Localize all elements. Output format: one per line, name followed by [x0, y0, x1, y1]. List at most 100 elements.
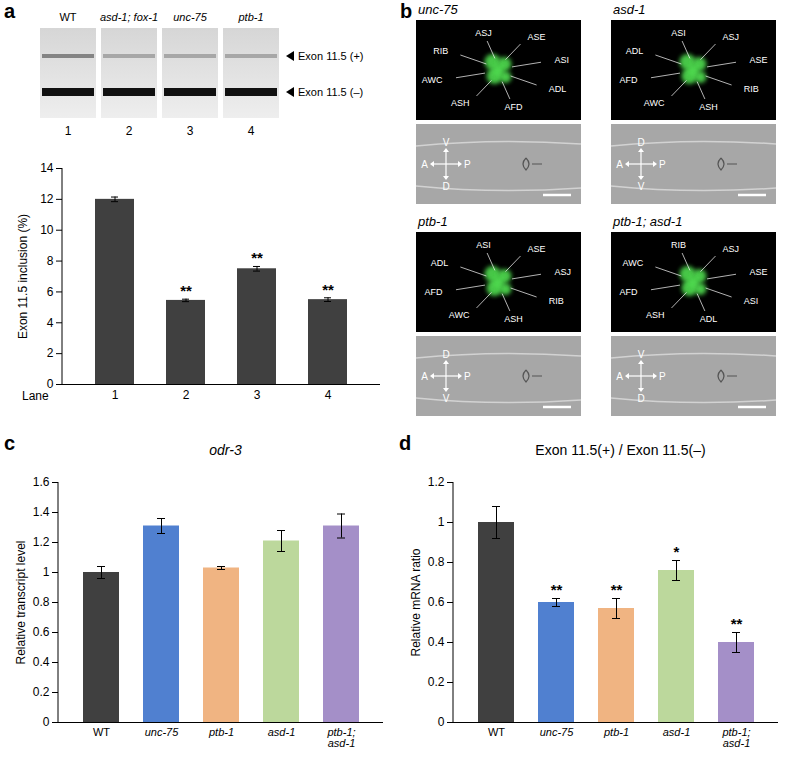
svg-text:Exon 11.5 inclusion (%): Exon 11.5 inclusion (%)	[16, 214, 30, 339]
svg-text:AWC: AWC	[449, 310, 470, 320]
svg-text:unc-75: unc-75	[540, 726, 575, 738]
svg-text:ASJ: ASJ	[475, 28, 492, 38]
svg-text:1.6: 1.6	[33, 475, 50, 489]
svg-text:3: 3	[254, 388, 261, 402]
svg-text:A: A	[616, 159, 623, 170]
svg-text:asd-1; fox-1: asd-1; fox-1	[100, 11, 158, 23]
svg-text:RIB: RIB	[744, 84, 759, 94]
svg-text:A: A	[421, 371, 428, 382]
svg-text:1.2: 1.2	[428, 475, 445, 489]
svg-text:**: **	[551, 581, 563, 598]
svg-text:1: 1	[438, 515, 445, 529]
svg-text:0.2: 0.2	[33, 685, 50, 699]
svg-text:0.2: 0.2	[428, 675, 445, 689]
svg-text:ADL: ADL	[431, 258, 449, 268]
svg-text:1: 1	[65, 124, 72, 138]
svg-text:P: P	[464, 159, 471, 170]
svg-text:asd-1: asd-1	[268, 726, 296, 738]
svg-text:AWC: AWC	[644, 98, 665, 108]
svg-text:Relative transcript level: Relative transcript level	[14, 540, 28, 664]
svg-text:ASJ: ASJ	[723, 32, 740, 42]
svg-text:V: V	[443, 393, 450, 404]
svg-text:ADL: ADL	[549, 84, 567, 94]
svg-text:AFD: AFD	[505, 102, 524, 112]
svg-text:P: P	[464, 371, 471, 382]
svg-text:WT: WT	[488, 726, 505, 738]
svg-text:Exon 11.5 (–): Exon 11.5 (–)	[298, 86, 363, 98]
svg-text:ptb-1; asd-1: ptb-1; asd-1	[612, 214, 682, 229]
svg-text:ASE: ASE	[750, 55, 768, 65]
svg-text:2: 2	[183, 388, 190, 402]
svg-text:4: 4	[47, 316, 54, 330]
svg-text:V: V	[443, 137, 450, 148]
svg-text:ASE: ASE	[750, 267, 768, 277]
svg-text:ptb-1: ptb-1	[237, 11, 263, 23]
svg-text:2: 2	[126, 124, 133, 138]
svg-text:1: 1	[112, 388, 119, 402]
svg-text:AWC: AWC	[623, 258, 644, 268]
svg-text:asd-1: asd-1	[663, 726, 691, 738]
svg-text:Relative mRNA ratio: Relative mRNA ratio	[409, 548, 423, 656]
svg-text:Exon 11.5 (+): Exon 11.5 (+)	[298, 50, 364, 62]
svg-text:ASI: ASI	[744, 296, 759, 306]
svg-text:V: V	[638, 181, 645, 192]
svg-text:AFD: AFD	[619, 287, 638, 297]
svg-text:ASH: ASH	[699, 102, 718, 112]
svg-text:D: D	[442, 181, 449, 192]
svg-text:0.6: 0.6	[33, 625, 50, 639]
svg-text:A: A	[616, 371, 623, 382]
svg-text:D: D	[442, 349, 449, 360]
svg-text:ASJ: ASJ	[555, 267, 572, 277]
svg-text:1: 1	[43, 565, 50, 579]
svg-text:**: **	[611, 581, 623, 598]
svg-text:0.8: 0.8	[33, 595, 50, 609]
svg-text:ptb-1;asd-1: ptb-1;asd-1	[326, 726, 355, 749]
svg-text:ADL: ADL	[700, 314, 718, 324]
svg-text:D: D	[637, 393, 644, 404]
svg-text:RIB: RIB	[433, 46, 448, 56]
svg-text:ptb-1;asd-1: ptb-1;asd-1	[721, 726, 750, 749]
svg-text:0.4: 0.4	[428, 635, 445, 649]
svg-text:**: **	[251, 249, 263, 266]
svg-text:1.4: 1.4	[33, 505, 50, 519]
svg-text:1.2: 1.2	[33, 535, 50, 549]
svg-text:0.6: 0.6	[428, 595, 445, 609]
svg-text:AWC: AWC	[422, 75, 443, 85]
svg-text:**: **	[322, 281, 334, 298]
svg-text:ASJ: ASJ	[723, 244, 740, 254]
svg-text:*: *	[674, 543, 680, 560]
svg-text:unc-75: unc-75	[418, 2, 459, 17]
svg-text:ASH: ASH	[504, 314, 523, 324]
svg-text:RIB: RIB	[671, 240, 686, 250]
svg-text:0.8: 0.8	[428, 555, 445, 569]
svg-text:WT: WT	[59, 11, 76, 23]
svg-text:unc-75: unc-75	[173, 11, 208, 23]
svg-text:0: 0	[43, 715, 50, 729]
svg-text:A: A	[421, 159, 428, 170]
svg-text:V: V	[638, 349, 645, 360]
svg-text:D: D	[637, 137, 644, 148]
svg-text:14: 14	[40, 161, 54, 175]
svg-text:**: **	[180, 282, 192, 299]
svg-text:8: 8	[47, 254, 54, 268]
svg-text:ASH: ASH	[451, 98, 470, 108]
svg-text:ASI: ASI	[476, 240, 491, 250]
svg-text:0: 0	[438, 715, 445, 729]
svg-text:P: P	[659, 371, 666, 382]
svg-text:ASE: ASE	[528, 32, 546, 42]
svg-text:AFD: AFD	[424, 287, 443, 297]
svg-text:ptb-1: ptb-1	[417, 214, 448, 229]
svg-text:12: 12	[40, 192, 54, 206]
svg-text:ASH: ASH	[646, 310, 665, 320]
svg-text:2: 2	[47, 346, 54, 360]
svg-text:asd-1: asd-1	[613, 2, 646, 17]
svg-text:0.4: 0.4	[33, 655, 50, 669]
svg-text:4: 4	[248, 124, 255, 138]
svg-text:6: 6	[47, 285, 54, 299]
svg-text:ASI: ASI	[671, 28, 686, 38]
svg-text:3: 3	[187, 124, 194, 138]
svg-text:ptb-1: ptb-1	[603, 726, 629, 738]
svg-text:WT: WT	[93, 726, 110, 738]
svg-text:ASI: ASI	[555, 55, 570, 65]
svg-text:unc-75: unc-75	[145, 726, 180, 738]
